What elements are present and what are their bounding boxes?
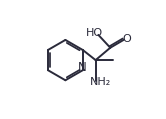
Text: HO: HO (86, 28, 103, 38)
Text: N: N (78, 61, 87, 74)
Text: NH₂: NH₂ (90, 77, 111, 87)
Text: O: O (123, 34, 131, 44)
